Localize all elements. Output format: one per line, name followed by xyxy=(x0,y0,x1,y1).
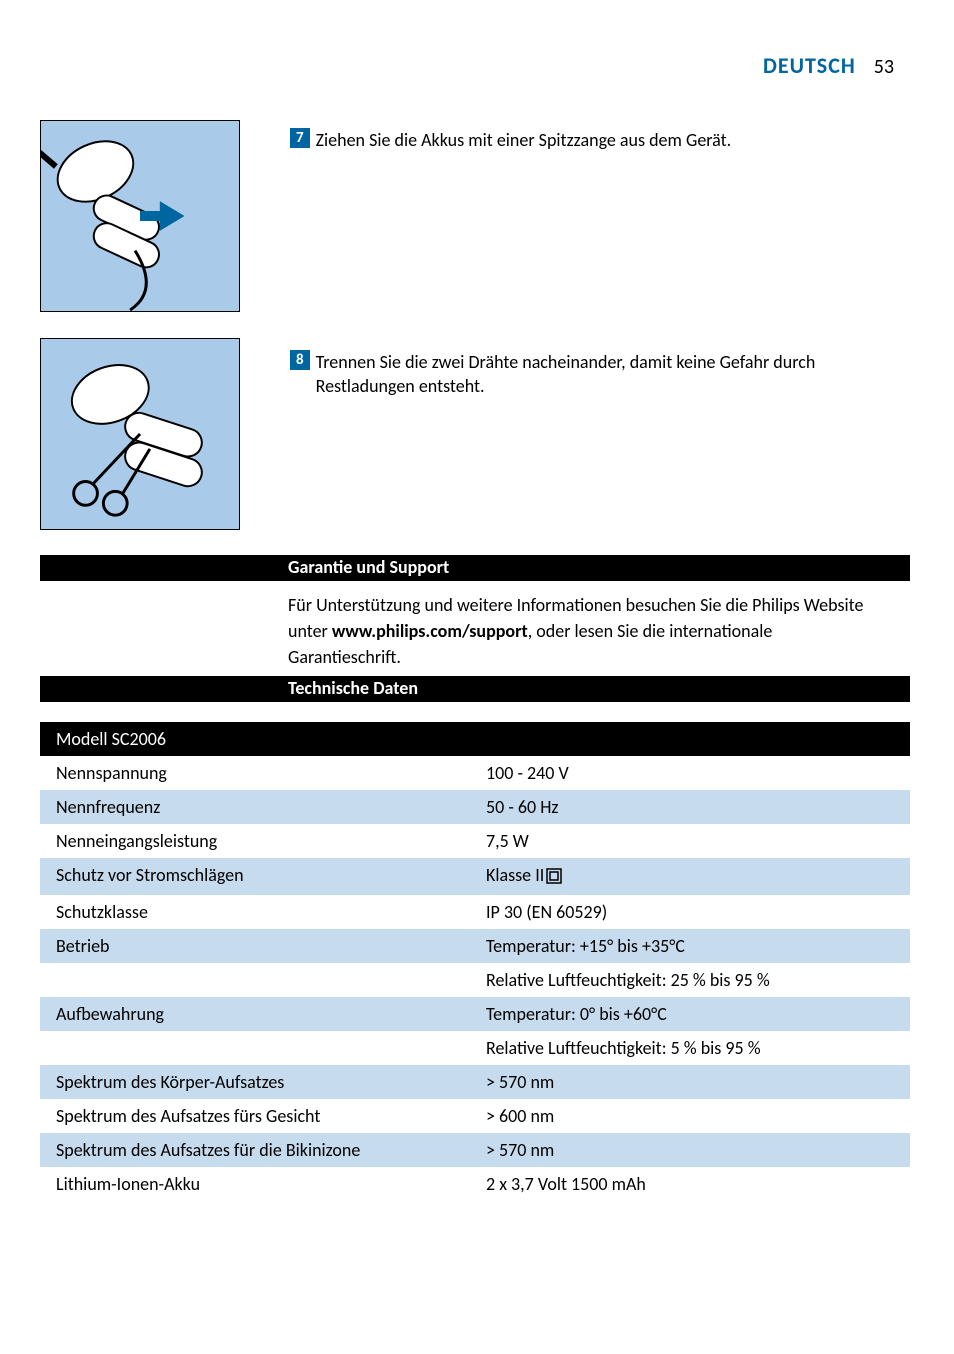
section-bar-specs: Technische Daten xyxy=(40,676,910,702)
step-7: 7 Ziehen Sie die Akkus mit einer Spitzza… xyxy=(290,128,890,152)
step-number-badge: 8 xyxy=(290,350,310,370)
table-cell-value: 50 - 60 Hz xyxy=(470,790,910,824)
class-ii-icon xyxy=(546,867,562,889)
table-cell-value: Temperatur: +15° bis +35°C xyxy=(470,929,910,963)
table-cell-value: IP 30 (EN 60529) xyxy=(470,895,910,929)
table-header: Modell SC2006 xyxy=(40,722,910,756)
table-cell-value: Klasse II xyxy=(470,858,910,895)
table-cell-label: Nenneingangsleistung xyxy=(40,824,470,858)
step-8: 8 Trennen Sie die zwei Drähte nacheinand… xyxy=(290,350,890,399)
step-text: Ziehen Sie die Akkus mit einer Spitzzang… xyxy=(316,128,732,152)
table-row: AufbewahrungTemperatur: 0° bis +60°C xyxy=(40,997,910,1031)
table-cell-value: 7,5 W xyxy=(470,824,910,858)
table-cell-label: Betrieb xyxy=(40,929,470,963)
table-cell-label: Aufbewahrung xyxy=(40,997,470,1031)
table-row: Spektrum des Körper-Aufsatzes> 570 nm xyxy=(40,1065,910,1099)
table-cell-value: Temperatur: 0° bis +60°C xyxy=(470,997,910,1031)
page-header: DEUTSCH 53 xyxy=(763,52,894,79)
table-cell-value: 100 - 240 V xyxy=(470,756,910,790)
specs-table: Modell SC2006 Nennspannung100 - 240 VNen… xyxy=(40,722,910,1201)
table-row: Relative Luftfeuchtigkeit: 5 % bis 95 % xyxy=(40,1031,910,1065)
table-cell-label: Schutz vor Stromschlägen xyxy=(40,858,470,895)
section-title: Garantie und Support xyxy=(288,556,449,578)
table-cell-value: 2 x 3,7 Volt 1500 mAh xyxy=(470,1167,910,1201)
table-row: Spektrum des Aufsatzes für die Bikinizon… xyxy=(40,1133,910,1167)
page: DEUTSCH 53 xyxy=(0,0,954,1354)
table-row: Lithium-Ionen-Akku2 x 3,7 Volt 1500 mAh xyxy=(40,1167,910,1201)
table-row: BetriebTemperatur: +15° bis +35°C xyxy=(40,929,910,963)
table-row: Schutz vor StromschlägenKlasse II xyxy=(40,858,910,895)
table-cell-value: Relative Luftfeuchtigkeit: 25 % bis 95 % xyxy=(470,963,910,997)
table-row: SchutzklasseIP 30 (EN 60529) xyxy=(40,895,910,929)
table-cell-value: > 600 nm xyxy=(470,1099,910,1133)
table-cell-label xyxy=(40,1031,470,1065)
table-cell-label xyxy=(40,963,470,997)
section-bar-warranty: Garantie und Support xyxy=(40,555,910,581)
language-label: DEUTSCH xyxy=(763,52,856,79)
step-text: Trennen Sie die zwei Drähte nacheinander… xyxy=(316,350,890,399)
section-title: Technische Daten xyxy=(288,677,418,699)
table-cell-label: Nennfrequenz xyxy=(40,790,470,824)
warranty-link: www.philips.com/support xyxy=(332,620,528,642)
table-row: Nenneingangsleistung7,5 W xyxy=(40,824,910,858)
table-cell-label: Schutzklasse xyxy=(40,895,470,929)
table-cell-value: > 570 nm xyxy=(470,1133,910,1167)
illustration-step-7 xyxy=(40,120,240,312)
warranty-paragraph: Für Unterstützung und weitere Informatio… xyxy=(288,592,888,670)
table-cell-label: Nennspannung xyxy=(40,756,470,790)
illustration-column xyxy=(40,120,250,556)
table-row: Spektrum des Aufsatzes fürs Gesicht> 600… xyxy=(40,1099,910,1133)
table-row: Nennfrequenz50 - 60 Hz xyxy=(40,790,910,824)
page-number: 53 xyxy=(874,55,894,79)
table-cell-value: > 570 nm xyxy=(470,1065,910,1099)
step-number-badge: 7 xyxy=(290,128,310,148)
table-cell-label: Spektrum des Aufsatzes fürs Gesicht xyxy=(40,1099,470,1133)
table-cell-label: Spektrum des Körper-Aufsatzes xyxy=(40,1065,470,1099)
table-row: Relative Luftfeuchtigkeit: 25 % bis 95 % xyxy=(40,963,910,997)
illustration-step-8 xyxy=(40,338,240,530)
table-cell-value: Relative Luftfeuchtigkeit: 5 % bis 95 % xyxy=(470,1031,910,1065)
table-body: Nennspannung100 - 240 VNennfrequenz50 - … xyxy=(40,756,910,1201)
table-row: Nennspannung100 - 240 V xyxy=(40,756,910,790)
table-cell-label: Spektrum des Aufsatzes für die Bikinizon… xyxy=(40,1133,470,1167)
table-cell-label: Lithium-Ionen-Akku xyxy=(40,1167,470,1201)
